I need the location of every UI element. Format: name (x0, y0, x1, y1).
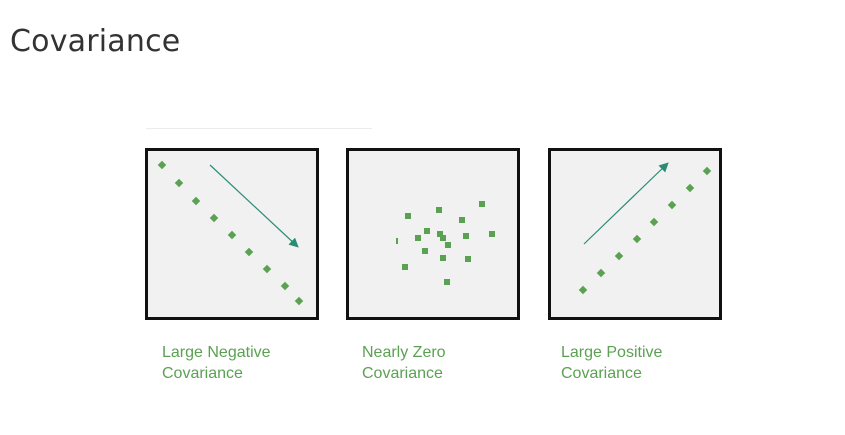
data-point (262, 264, 272, 274)
data-point (191, 196, 201, 206)
caption-line: Large Negative (162, 344, 271, 361)
data-point (174, 178, 184, 188)
data-point (422, 248, 428, 254)
data-point (244, 247, 254, 257)
data-point (424, 228, 430, 234)
panel-negative (145, 148, 319, 320)
data-point (415, 235, 421, 241)
data-point (667, 200, 677, 210)
data-point (685, 183, 695, 193)
data-point (632, 234, 642, 244)
data-point (280, 281, 290, 291)
scatter-zero (396, 201, 495, 285)
data-point (405, 213, 411, 219)
data-point (444, 279, 450, 285)
caption-line: Large Positive (561, 344, 663, 361)
data-point (596, 268, 606, 278)
data-point (614, 251, 624, 261)
points-zero (396, 201, 495, 285)
caption-positive: Large Positive Covariance (561, 342, 741, 384)
caption-negative: Large Negative Covariance (162, 342, 342, 384)
data-point (227, 230, 237, 240)
scatter-negative (157, 160, 304, 306)
data-point (465, 256, 471, 262)
panel-positive (548, 148, 722, 320)
data-point (489, 231, 495, 237)
divider (146, 128, 372, 129)
caption-line: Nearly Zero (362, 344, 446, 361)
trend-arrow-up (583, 162, 669, 245)
data-point (440, 255, 446, 261)
data-point (649, 217, 659, 227)
data-point (459, 217, 465, 223)
data-point (402, 264, 408, 270)
page-title: Covariance (10, 24, 181, 59)
caption-line: Covariance (362, 365, 443, 382)
caption-line: Covariance (561, 365, 642, 382)
data-point (294, 296, 304, 306)
data-point (436, 207, 442, 213)
data-point (702, 166, 712, 176)
data-point (578, 285, 588, 295)
points-negative (157, 160, 304, 306)
data-point (479, 201, 485, 207)
data-point (437, 231, 443, 237)
caption-zero: Nearly Zero Covariance (362, 342, 542, 384)
caption-line: Covariance (162, 365, 243, 382)
panel-zero (346, 148, 520, 320)
data-point (440, 235, 446, 241)
data-point (463, 233, 469, 239)
data-point (445, 242, 451, 248)
data-point (396, 238, 398, 244)
data-point (157, 160, 167, 170)
scatter-positive (578, 162, 712, 295)
trend-arrow-down (209, 164, 299, 248)
data-point (209, 213, 219, 223)
